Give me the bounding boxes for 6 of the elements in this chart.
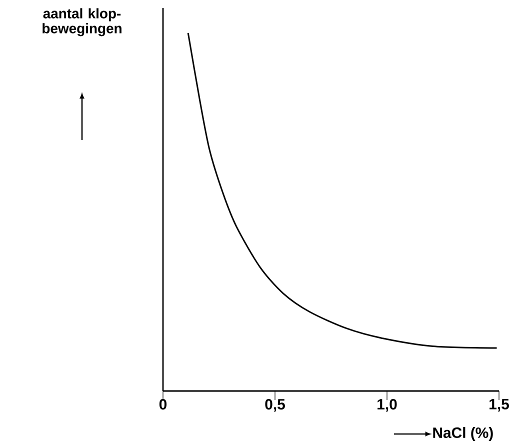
x-tick-label: 0,5 [265, 399, 285, 412]
y-axis-title: aantal klop-bewegingen [42, 8, 122, 36]
x-axis-title: NaCl (%) [433, 427, 493, 441]
x-tick-label: 1,5 [490, 399, 509, 412]
x-tick-label: 1,0 [378, 399, 397, 412]
x-tick-label: 0 [159, 399, 167, 410]
